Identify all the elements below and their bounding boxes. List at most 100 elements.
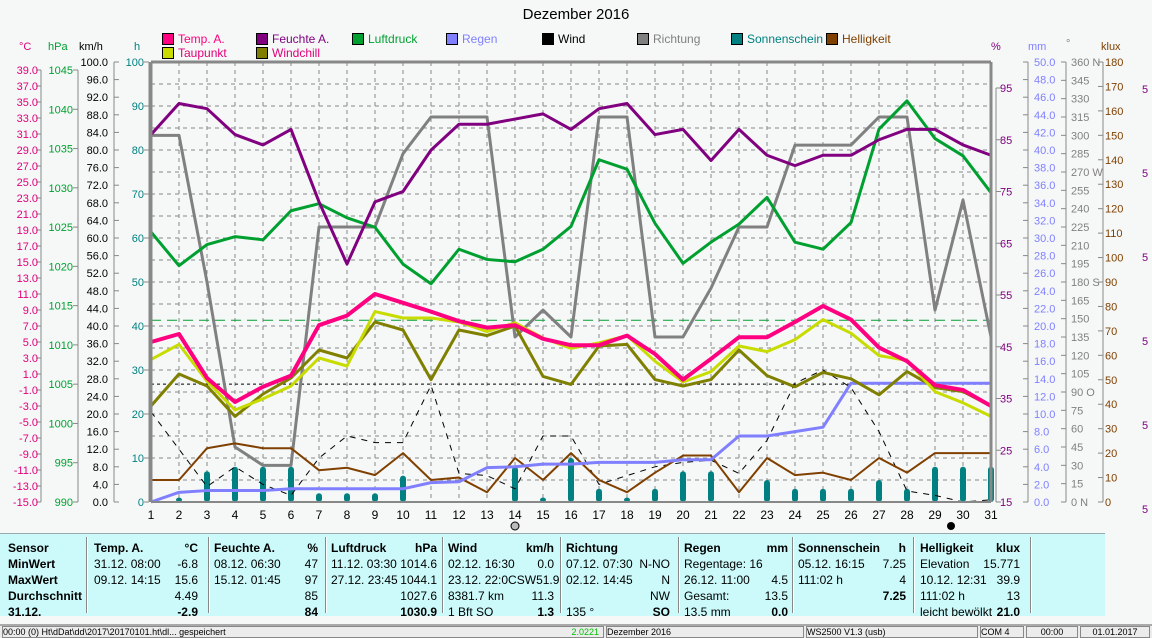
series-line-regen [150,381,991,504]
status-path: 00:00 (0) Ht\dDat\dd\2017\20170101.ht\dl… [2,626,604,638]
stats-column-wind: Wind km/h 02.12. 16:30 0.0 23.12. 22:0CSW 51.… [448,540,559,620]
axis-label-temp: 23.0 [17,193,38,205]
legend-item: Helligkeit [826,32,891,46]
stats-row: 11.12. 03:30 1014.6 [331,556,437,572]
stats-row: 85 [214,588,318,604]
axis-label-light: 10 [1105,473,1117,485]
stats-column-direction: Richtung 07.12. 07:30 N-NO 02.12. 14:45 N NW 1… [566,540,670,620]
axis-unit-light: klux [1101,41,1121,53]
stats-header: Temp. A. [94,541,144,555]
stats-separator [913,537,915,613]
axis-label-rain: 46.0 [1034,92,1055,104]
axis-label-rain: 30.0 [1034,233,1055,245]
axis-label-rain: 12.0 [1034,391,1055,403]
axis-label-sun: 50 [132,277,144,289]
axis-label-temp: 15.0 [17,257,38,269]
axis-label-humidity: 45 [1000,342,1012,354]
axis-label-sun: 0 [138,497,144,509]
axis-label-light: 0 [1105,497,1111,509]
axis-label-wind: 44.0 [87,303,108,315]
axis-label-rain: 28.0 [1034,251,1055,263]
axis-label-direction: 150 [1071,314,1089,326]
axis-label-sun: 90 [132,101,144,113]
stats-row: Elevation 15.771 [920,556,1020,572]
sunshine-bar [624,497,630,502]
right-edge-mark: 5 [1142,336,1148,348]
axis-label-pressure: 1000 [49,418,73,430]
axis-unit-temp: °C [19,41,32,53]
stats-cell-label: 8381.7 km [448,589,505,603]
axis-label-rain: 20.0 [1034,321,1055,333]
axis-label-light: 40 [1105,399,1117,411]
stats-cell-value: 47 [304,557,318,571]
stats-column-sunshine: Sonnenschein h 05.12. 16:15 7.25 111:02 h 4 7.… [798,540,906,604]
stats-cell-label: leicht bewölkt [920,605,993,619]
sunshine-bar [652,488,658,502]
stats-cell-value: 39.9 [996,573,1020,587]
axis-label-direction: 45 [1071,442,1083,454]
x-tick-label: 21 [704,508,718,522]
axis-label-pressure: 1025 [49,222,73,234]
axis-label-direction: 300 [1071,130,1089,142]
stats-row-label: MaxWert [8,573,58,587]
stats-unit: km/h [525,541,554,555]
axis-label-rain: 36.0 [1034,180,1055,192]
legend-item: Wind [542,32,585,46]
stats-row: 23.12. 22:0CSW 51.9 [448,572,559,588]
axis-label-pressure: 1015 [49,301,73,313]
axis-label-light: 110 [1105,228,1123,240]
stats-unit: °C [184,541,198,555]
stats-row: 1030.9 [331,604,437,620]
stats-header: Helligkeit [920,541,974,555]
stats-cell-value: 15.771 [983,557,1020,571]
axis-label-direction: 195 [1071,259,1089,271]
axis-label-light: 50 [1105,375,1117,387]
sunshine-bar [204,471,210,502]
axis-label-wind: 100.0 [80,57,108,69]
stats-cell-label: 11.12. 03:30 [331,557,397,571]
right-edge-mark: 5 [1142,252,1148,264]
axis-label-direction: 105 [1071,369,1089,381]
sunshine-bar [372,493,378,502]
x-tick-label: 2 [176,508,183,522]
stats-row: 10.12. 12:31 39.9 [920,572,1020,588]
axis-unit-humidity: % [991,41,1001,53]
axis-label-wind: 88.0 [87,110,108,122]
x-tick-label: 28 [900,508,914,522]
stats-row: 7.25 [798,588,906,604]
axis-label-rain: 4.0 [1034,462,1049,474]
sunshine-bar [344,493,350,502]
stats-cell-value: 1030.9 [400,605,437,619]
axis-label-humidity: 65 [1000,238,1012,250]
stats-cell-label: 27.12. 23:45 [331,573,398,587]
axis-label-temp: 3.0 [23,353,38,365]
marker-day-29 [947,522,955,530]
stats-cell-value: 11.3 [531,589,554,603]
legend-label: Helligkeit [842,32,891,46]
stats-row: 4.49 [94,588,198,604]
stats-column-sensor: Sensor MinWert MaxWert Durchschnitt 31.12. [8,540,86,620]
stats-unit: mm [766,541,788,555]
axis-label-direction: 270 W [1071,167,1103,179]
sunshine-bar [708,471,714,502]
stats-cell-value: -2.9 [177,605,198,619]
axis-label-wind: 28.0 [87,374,108,386]
axis-label-pressure: 1040 [49,104,73,116]
axis-label-rain: 2.0 [1034,479,1049,491]
stats-cell-value: 15.6 [174,573,198,587]
stats-separator [208,537,210,613]
axis-label-temp: 31.0 [17,129,38,141]
sunshine-bar [176,497,182,502]
x-tick-label: 22 [732,508,746,522]
stats-cell-value: 7.25 [882,557,906,571]
axis-label-temp: 35.0 [17,97,38,109]
x-tick-label: 14 [508,508,522,522]
stats-row: -2.9 [94,604,198,620]
x-tick-label: 17 [592,508,606,522]
chart-title: Dezember 2016 [522,6,630,23]
stats-column-pressure: Luftdruck hPa 11.12. 03:30 1014.6 27.12. 23:… [331,540,437,620]
axis-label-light: 30 [1105,424,1117,436]
axis-label-direction: 135 [1071,332,1089,344]
stats-cell-label: 10.12. 12:31 [920,573,987,587]
axis-label-light: 90 [1105,277,1117,289]
